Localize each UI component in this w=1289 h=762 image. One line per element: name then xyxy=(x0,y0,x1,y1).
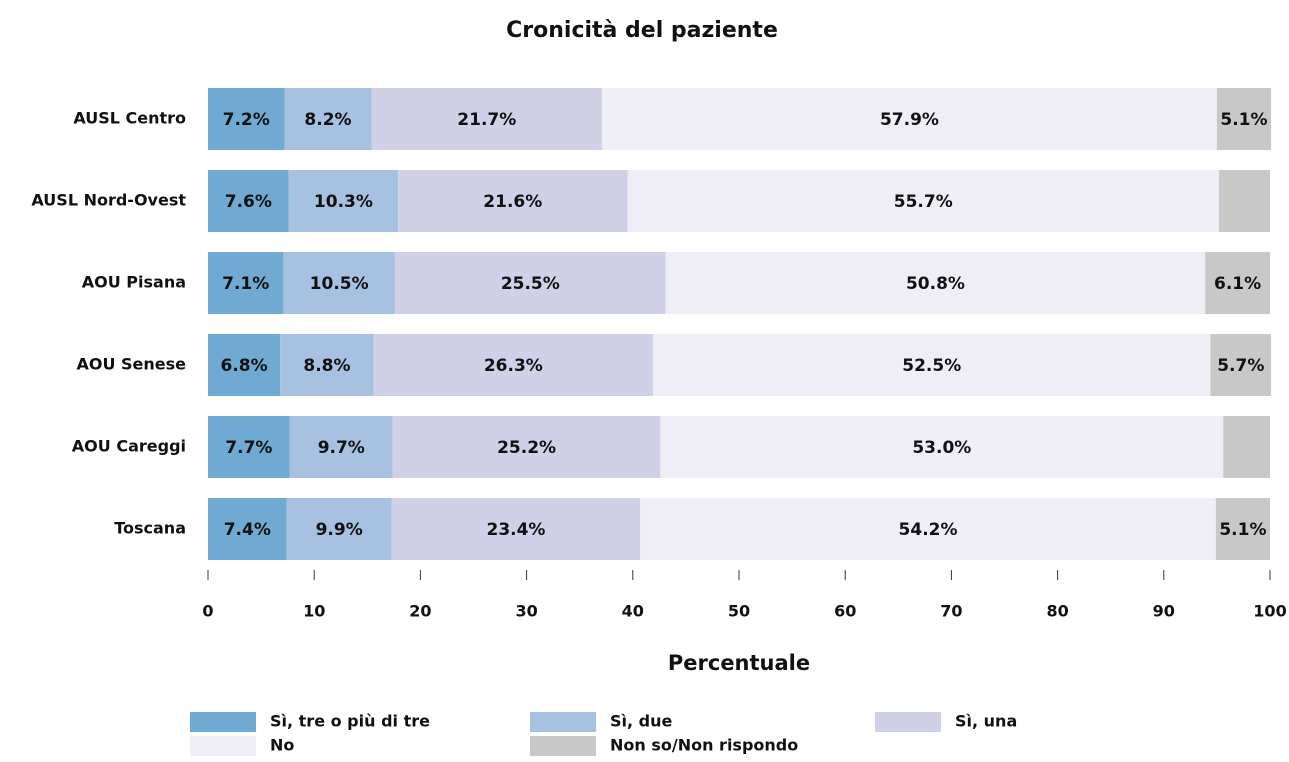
data-label: 52.5% xyxy=(902,356,961,376)
bar-segment xyxy=(208,88,285,150)
bar-segment xyxy=(1223,416,1270,478)
data-label: 5.1% xyxy=(1220,110,1267,130)
data-label: 8.2% xyxy=(304,110,351,130)
legend-swatch xyxy=(875,712,941,732)
data-label: 5.7% xyxy=(1217,356,1264,376)
bar-segment xyxy=(665,252,1206,314)
x-tick-label: 30 xyxy=(515,602,537,621)
data-label: 10.5% xyxy=(310,274,369,294)
data-label: 21.6% xyxy=(483,192,542,212)
data-label: 7.6% xyxy=(225,192,272,212)
x-tick-label: 50 xyxy=(728,602,750,621)
bar-segment xyxy=(373,334,653,396)
legend-label: Sì, tre o più di tre xyxy=(270,712,430,731)
y-tick-label: AUSL Centro xyxy=(73,109,186,128)
bar-segment xyxy=(288,170,399,232)
x-tick-label: 80 xyxy=(1046,602,1068,621)
data-label: 7.2% xyxy=(223,110,270,130)
legend-swatch xyxy=(530,712,596,732)
y-tick-label: Toscana xyxy=(114,519,186,538)
y-tick-label: AOU Senese xyxy=(76,355,186,374)
bar-segment xyxy=(208,498,287,560)
data-label: 21.7% xyxy=(457,110,516,130)
x-tick-label: 70 xyxy=(940,602,962,621)
bar-segment xyxy=(602,88,1217,150)
data-label: 9.7% xyxy=(318,438,365,458)
x-tick-label: 90 xyxy=(1153,602,1175,621)
data-label: 7.7% xyxy=(225,438,272,458)
bar-segment xyxy=(208,252,284,314)
y-tick-label: AOU Pisana xyxy=(82,273,186,292)
data-label: 50.8% xyxy=(906,274,965,294)
x-axis-label: Percentuale xyxy=(668,651,810,675)
bar-segment xyxy=(208,334,281,396)
bar-segment xyxy=(394,252,666,314)
data-label: 26.3% xyxy=(484,356,543,376)
data-label: 5.1% xyxy=(1219,520,1266,540)
bar-segment xyxy=(392,416,661,478)
bar-segment xyxy=(280,334,374,396)
legend-label: Sì, due xyxy=(610,712,673,731)
x-tick-label: 100 xyxy=(1253,602,1286,621)
data-label: 6.8% xyxy=(221,356,268,376)
data-label: 25.2% xyxy=(497,438,556,458)
bar-segment xyxy=(289,416,393,478)
data-label: 7.4% xyxy=(224,520,271,540)
bar-segment xyxy=(284,88,372,150)
data-label: 54.2% xyxy=(899,520,958,540)
bar-segment xyxy=(652,334,1211,396)
bar-segment xyxy=(398,170,628,232)
y-tick-label: AOU Careggi xyxy=(72,437,186,456)
data-label: 6.1% xyxy=(1214,274,1261,294)
data-label: 9.9% xyxy=(316,520,363,540)
legend-swatch xyxy=(190,712,256,732)
legend-swatch xyxy=(190,736,256,756)
bar-segment xyxy=(391,498,641,560)
bar-segment xyxy=(660,416,1224,478)
bar-segment xyxy=(1219,170,1270,232)
data-label: 10.3% xyxy=(314,192,373,212)
bar-segment xyxy=(627,170,1220,232)
bar-segment xyxy=(208,170,289,232)
legend-swatch xyxy=(530,736,596,756)
bar-segment xyxy=(640,498,1216,560)
data-label: 57.9% xyxy=(880,110,939,130)
y-tick-label: AUSL Nord-Ovest xyxy=(31,191,186,210)
legend-label: Non so/Non rispondo xyxy=(610,736,798,755)
bar-segment xyxy=(286,498,392,560)
data-label: 23.4% xyxy=(486,520,545,540)
data-label: 25.5% xyxy=(501,274,560,294)
x-tick-label: 20 xyxy=(409,602,431,621)
x-tick-label: 40 xyxy=(622,602,644,621)
data-label: 55.7% xyxy=(894,192,953,212)
chart-title: Cronicità del paziente xyxy=(506,18,778,43)
x-tick-label: 0 xyxy=(202,602,213,621)
data-label: 7.1% xyxy=(222,274,269,294)
bar-segment xyxy=(1205,252,1270,314)
legend-label: Sì, una xyxy=(955,712,1017,731)
bar-segment xyxy=(1215,498,1270,560)
data-label: 53.0% xyxy=(912,438,971,458)
bar-segment xyxy=(1210,334,1272,396)
bar-segment xyxy=(208,416,290,478)
bar-segment xyxy=(1216,88,1272,150)
legend-label: No xyxy=(270,736,294,755)
data-label: 8.8% xyxy=(303,356,350,376)
x-tick-label: 60 xyxy=(834,602,856,621)
x-tick-label: 10 xyxy=(303,602,325,621)
bar-segment xyxy=(371,88,603,150)
bar-segment xyxy=(283,252,395,314)
